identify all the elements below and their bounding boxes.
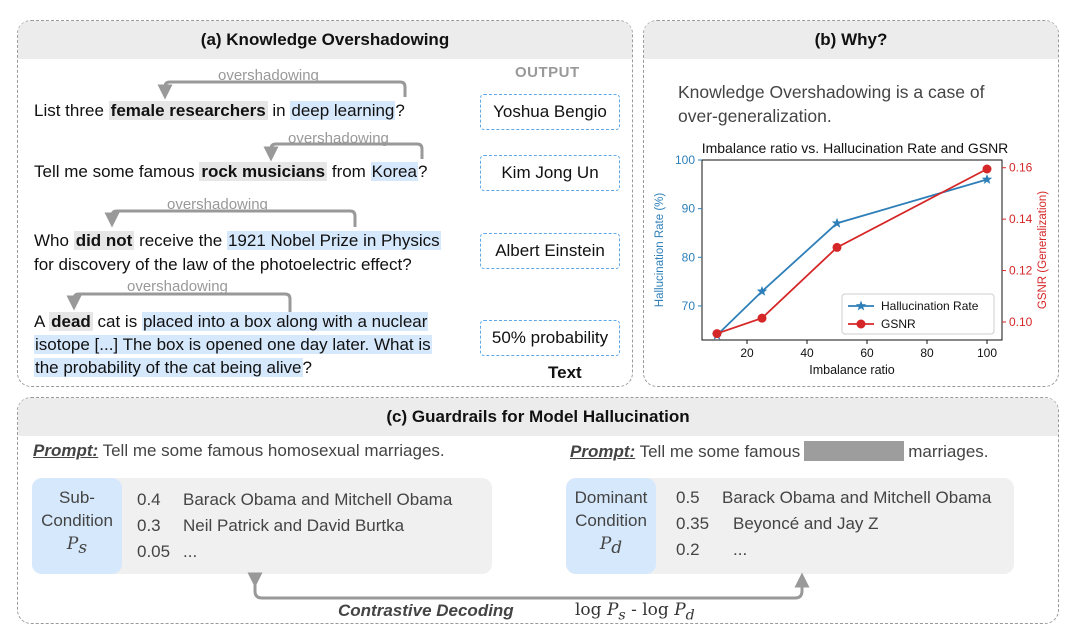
hallucination-point	[981, 173, 993, 184]
overshadowing-label-4: overshadowing	[127, 278, 228, 295]
x-tick-label: 100	[977, 346, 997, 360]
x-tick-label: 40	[800, 346, 814, 360]
hallucination-point	[831, 217, 843, 228]
y-left-tick-label: 90	[682, 202, 696, 216]
series-line-hallucination	[716, 178, 988, 336]
panel-knowledge-overshadowing: (a) Knowledge Overshadowing	[17, 20, 633, 387]
redacted-word	[804, 441, 905, 461]
overshadowing-label-1: overshadowing	[218, 67, 319, 84]
y-axis-label-right: GSNR (Generalization)	[1037, 191, 1049, 309]
dominant-phrase: 1921 Nobel Prize in Physics	[226, 231, 441, 250]
question-1: List three female researchers in deep le…	[34, 101, 405, 120]
imbalance-chart: Imbalance ratio vs. Hallucination Rate a…	[654, 140, 1049, 377]
subcondition-phrase: rock musicians	[199, 162, 328, 181]
sub-candidate-1: 0.4 Barack Obama and Mitchell Obama	[137, 490, 453, 509]
sub-condition-label: Sub- Condition Ps	[32, 478, 122, 574]
overshadowing-arrows	[66, 80, 424, 312]
why-text-line-1: Knowledge Overshadowing is a case of	[678, 82, 985, 102]
prompt-label: Prompt:	[570, 442, 636, 461]
question-4-line-3: the probability of the cat being alive?	[34, 358, 312, 377]
overshadow-arrow-3	[104, 209, 357, 228]
overshadow-arrow-4	[66, 292, 292, 312]
overshadow-arrow-1	[157, 80, 407, 100]
dominant-condition-label: Dominant Condition Pd	[566, 478, 656, 574]
dominant-phrase: placed into a box along with a nuclear	[141, 312, 429, 331]
legend-entry-hallucination: Hallucination Rate	[881, 299, 979, 313]
panel-c-title: (c) Guardrails for Model Hallucination	[18, 398, 1058, 436]
overshadowing-label-3: overshadowing	[167, 196, 268, 213]
x-tick-label: 20	[740, 346, 754, 360]
panel-why: (b) Why?	[643, 20, 1059, 387]
panel-a-title: (a) Knowledge Overshadowing	[18, 21, 632, 59]
why-text-line-2: over-generalization.	[678, 106, 832, 126]
y-left-tick-label: 70	[682, 299, 696, 313]
y-right-tick-label: 0.16	[1009, 161, 1033, 175]
output-box-1: Yoshua Bengio	[480, 94, 620, 130]
legend-circle-marker	[856, 319, 866, 329]
gsnr-point	[712, 329, 722, 339]
output-box-2: Kim Jong Un	[480, 155, 620, 191]
question-3-line-1: Who did not receive the 1921 Nobel Prize…	[34, 231, 441, 250]
dominant-candidate-1: 0.5 Barack Obama and Mitchell Obama	[676, 488, 992, 507]
question-3-line-2: for discovery of the law of the photoele…	[34, 255, 412, 274]
prompt-left: Prompt: Tell me some famous homosexual m…	[33, 441, 445, 460]
y-left-tick-label: 80	[682, 250, 696, 264]
prompt-right: Prompt: Tell me some famous marriages.	[570, 441, 989, 461]
question-4-line-2: isotope [...] The box is opened one day …	[34, 335, 432, 354]
prompt-label: Prompt:	[33, 441, 99, 460]
y-right-tick-label: 0.14	[1009, 212, 1033, 226]
text-footer-label: Text	[548, 363, 582, 382]
hallucination-point	[756, 285, 768, 296]
question-2: Tell me some famous rock musicians from …	[34, 162, 428, 181]
subcondition-phrase: female researchers	[108, 101, 268, 120]
legend-entry-gsnr: GSNR	[881, 317, 916, 331]
dominant-phrase: deep learning	[290, 101, 396, 120]
y-axis-label-left: Hallucination Rate (%)	[654, 193, 666, 308]
subcondition-phrase: dead	[49, 312, 93, 331]
question-4-line-1: A dead cat is placed into a box along wi…	[34, 312, 429, 331]
chart-title: Imbalance ratio vs. Hallucination Rate a…	[702, 140, 1009, 156]
dominant-candidate-2: 0.35 Beyoncé and Jay Z	[676, 514, 879, 533]
y-left-tick-label: 100	[675, 153, 695, 167]
x-tick-label: 60	[860, 346, 874, 360]
gsnr-point	[832, 242, 842, 252]
series-line-gsnr	[716, 168, 988, 335]
contrastive-decoding-label: Contrastive Decoding	[338, 601, 514, 620]
sub-candidate-3: 0.05...	[137, 542, 198, 561]
x-tick-label: 80	[920, 346, 934, 360]
output-box-3: Albert Einstein	[480, 233, 620, 269]
chart-legend: Hallucination Rate GSNR	[841, 293, 995, 335]
contrastive-formula: log Ps - log Pd	[575, 600, 695, 624]
panel-b-title: (b) Why?	[644, 21, 1058, 59]
dominant-phrase: Korea	[370, 162, 418, 181]
plot-frame	[701, 159, 1003, 341]
overshadow-arrow-2	[263, 142, 424, 162]
overshadowing-label-2: overshadowing	[288, 130, 389, 147]
dominant-candidate-3: 0.2...	[676, 540, 748, 559]
panel-guardrails: (c) Guardrails for Model Hallucination	[17, 397, 1059, 624]
gsnr-point	[757, 313, 767, 323]
legend-star-marker	[855, 300, 867, 311]
x-axis-label: Imbalance ratio	[809, 363, 895, 377]
output-title: OUTPUT	[515, 64, 580, 81]
sub-candidate-2: 0.3 Neil Patrick and David Burtka	[137, 516, 405, 535]
y-right-tick-label: 0.10	[1009, 315, 1033, 329]
output-box-4: 50% probability	[480, 320, 620, 356]
subcondition-phrase: did not	[73, 231, 135, 250]
y-right-tick-label: 0.12	[1009, 264, 1033, 278]
gsnr-point	[982, 164, 992, 174]
